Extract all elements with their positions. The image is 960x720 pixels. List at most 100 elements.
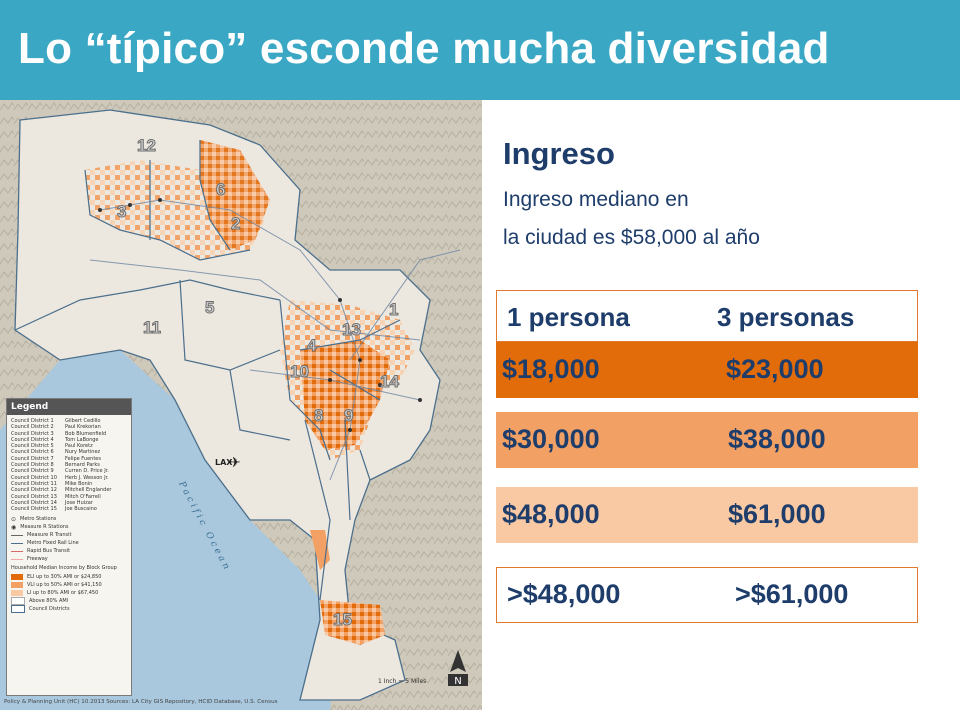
legend-member-name: Nury Martinez bbox=[65, 449, 101, 456]
district-label: 12 bbox=[137, 136, 157, 156]
legend-member-name: Paul Krekorian bbox=[65, 424, 101, 431]
legend-district: Council District 4 bbox=[11, 436, 54, 443]
one-person-value: $30,000 bbox=[502, 424, 600, 454]
district-label: 1 bbox=[388, 300, 399, 320]
income-row-li: $48,000 $61,000 bbox=[496, 487, 918, 543]
legend-swatch: Above 80% AMI bbox=[7, 597, 131, 606]
three-person-value: $23,000 bbox=[726, 354, 824, 384]
legend-member-name: Joe Buscaino bbox=[65, 506, 97, 513]
district-map: 12 6 3 2 5 11 4 1 13 10 14 8 9 15 LAX ✈ … bbox=[0, 100, 482, 710]
legend-member-row: Council District 8 Bernard Parks bbox=[7, 462, 131, 468]
legend-district: Council District 12 bbox=[11, 487, 57, 494]
legend-member-row: Council District 12 Mitchell Englander bbox=[7, 487, 131, 493]
lax-label: LAX bbox=[215, 458, 233, 467]
one-person-value: $18,000 bbox=[502, 354, 600, 384]
district-label: 5 bbox=[204, 298, 215, 318]
legend-district: Council District 11 bbox=[11, 480, 57, 487]
legend-district: Council District 2 bbox=[11, 424, 54, 431]
slide-title: Lo “típico” esconde mucha diversidad bbox=[18, 24, 830, 73]
legend-members: Council District 1 Gilbert Cedillo Council… bbox=[7, 415, 131, 512]
legend-member-name: Jose Huizar bbox=[65, 499, 93, 506]
map-scale: 1 Inch = 5 Miles bbox=[378, 678, 427, 685]
one-person-value: >$48,000 bbox=[507, 579, 621, 609]
legend-member-row: Council District 7 Felipe Fuentes bbox=[7, 456, 131, 462]
legend-district: Council District 13 bbox=[11, 493, 57, 500]
legend-district: Council District 10 bbox=[11, 474, 57, 481]
map-credit: Policy & Planning Unit (HC) 10.2013 Sour… bbox=[4, 699, 278, 705]
three-person-value: >$61,000 bbox=[735, 579, 849, 609]
legend-district: Council District 7 bbox=[11, 455, 54, 462]
income-description-line-1: Ingreso mediano en bbox=[503, 188, 689, 211]
legend-member-row: Council District 2 Paul Krekorian bbox=[7, 424, 131, 430]
legend-member-name: Mitch O'Farrell bbox=[65, 493, 101, 500]
legend-symbol: ⊙ Metro Stations bbox=[11, 515, 57, 523]
legend-member-row: Council District 3 Bob Blumenfield bbox=[7, 431, 131, 437]
legend-symbol: Measure R Transit bbox=[7, 531, 131, 539]
one-person-value: $48,000 bbox=[502, 499, 600, 529]
legend-income-heading: Household Median Income by Block Group bbox=[11, 565, 117, 572]
svg-text:N: N bbox=[454, 676, 461, 687]
airplane-icon: ✈ bbox=[229, 454, 241, 470]
income-row-vli: $30,000 $38,000 bbox=[496, 412, 918, 468]
district-label: 13 bbox=[342, 320, 362, 340]
legend-member-row: Council District 14 Jose Huizar bbox=[7, 500, 131, 506]
one-person-label: 1 persona bbox=[507, 302, 630, 332]
legend-swatch: ELI up to 30% AMI or $24,850 bbox=[7, 573, 131, 581]
legend-member-row: Council District 13 Mitch O'Farrell bbox=[7, 494, 131, 500]
legend-member-name: Paul Koretz bbox=[65, 443, 93, 450]
legend-symbol: ◉ Measure R Stations bbox=[11, 523, 69, 531]
legend-district: Council District 9 bbox=[11, 468, 54, 475]
legend-title: Legend bbox=[7, 399, 131, 415]
legend-member-name: Bernard Parks bbox=[65, 462, 100, 469]
legend-member-row: Council District 6 Nury Martinez bbox=[7, 449, 131, 455]
district-label: 6 bbox=[215, 180, 226, 200]
district-label: 9 bbox=[343, 406, 354, 426]
income-row-above: >$48,000 >$61,000 bbox=[496, 567, 918, 623]
legend-member-name: Felipe Fuentes bbox=[65, 455, 101, 462]
legend-district: Council District 15 bbox=[11, 506, 57, 513]
measure-r-station-icon: ◉ bbox=[11, 523, 17, 531]
district-label: 11 bbox=[143, 318, 162, 338]
district-label: 2 bbox=[230, 214, 241, 234]
income-heading: Ingreso bbox=[503, 136, 615, 171]
legend-district: Council District 1 bbox=[11, 418, 54, 424]
district-label: 3 bbox=[116, 202, 127, 222]
legend-district: Council District 6 bbox=[11, 449, 54, 456]
legend-district: Council District 3 bbox=[11, 430, 54, 437]
income-row-eli: $18,000 $23,000 bbox=[496, 342, 918, 398]
legend-member-name: Mike Bonin bbox=[65, 480, 93, 487]
legend-district: Council District 5 bbox=[11, 443, 54, 450]
legend-swatch: Council Districts bbox=[7, 605, 131, 614]
income-description-line-2: la ciudad es $58,000 al año bbox=[503, 226, 760, 249]
three-person-label: 3 personas bbox=[717, 302, 855, 332]
legend-member-name: Herb J. Wesson Jr. bbox=[65, 474, 109, 481]
district-label: 15 bbox=[333, 610, 353, 630]
metro-station-icon: ⊙ bbox=[11, 515, 17, 523]
household-size-header: 1 persona 3 personas bbox=[496, 290, 918, 342]
title-bar: Lo “típico” esconde mucha diversidad bbox=[0, 0, 960, 100]
legend-member-row: Council District 10 Herb J. Wesson Jr. bbox=[7, 475, 131, 481]
district-label: 10 bbox=[290, 362, 310, 382]
legend-member-row: Council District 11 Mike Bonin bbox=[7, 481, 131, 487]
district-label: 14 bbox=[380, 372, 400, 392]
legend-member-row: Council District 15 Joe Buscaino bbox=[7, 506, 131, 512]
legend-district: Council District 14 bbox=[11, 499, 57, 506]
three-person-value: $38,000 bbox=[728, 424, 826, 454]
legend-member-name: Mitchell Englander bbox=[65, 487, 112, 494]
legend-member-row: Council District 9 Curren D. Price Jr. bbox=[7, 468, 131, 474]
legend-symbol: Metro Fixed Rail Line bbox=[7, 539, 131, 547]
legend-member-row: Council District 1 Gilbert Cedillo bbox=[7, 418, 131, 424]
map-legend: Legend Council District 1 Gilbert Cedillo… bbox=[6, 398, 132, 696]
legend-swatch: LI up to 80% AMI or $67,450 bbox=[7, 589, 131, 597]
legend-member-name: Bob Blumenfield bbox=[65, 430, 107, 437]
three-person-value: $61,000 bbox=[728, 499, 826, 529]
legend-member-row: Council District 4 Tom LaBonge bbox=[7, 437, 131, 443]
district-label: 8 bbox=[313, 406, 324, 426]
legend-symbol: Freeway bbox=[7, 555, 131, 563]
north-arrow-icon: N bbox=[448, 650, 468, 687]
legend-member-name: Curren D. Price Jr. bbox=[65, 468, 109, 475]
legend-district: Council District 8 bbox=[11, 462, 54, 469]
legend-member-row: Council District 5 Paul Koretz bbox=[7, 443, 131, 449]
district-label: 4 bbox=[306, 336, 317, 356]
legend-symbol: Rapid Bus Transit bbox=[7, 547, 131, 555]
